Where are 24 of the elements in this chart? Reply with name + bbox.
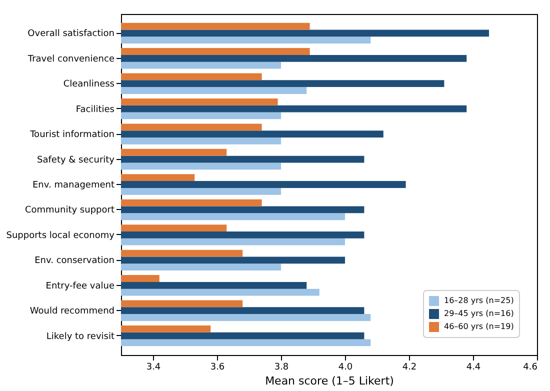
x-tick-label: 4.6	[523, 362, 538, 372]
y-tick-label: Community support	[24, 206, 115, 216]
y-tick-label: Supports local economy	[6, 230, 116, 241]
x-axis-title: Mean score (1–5 Likert)	[265, 374, 394, 388]
y-tick-label: Env. conservation	[34, 256, 114, 266]
x-tick-label: 4.4	[466, 362, 481, 372]
y-tick-label: Cleanliness	[63, 80, 115, 90]
y-tick-label: Entry-fee value	[46, 281, 115, 292]
legend-label: 46–60 yrs (n=19)	[444, 322, 514, 331]
legend-label: 16–28 yrs (n=25)	[444, 296, 514, 305]
y-tick-label: Tourist information	[29, 130, 114, 140]
y-tick-label: Overall satisfaction	[28, 29, 114, 40]
x-tick-label: 3.8	[274, 362, 289, 372]
y-tick-label: Travel convenience	[26, 54, 115, 64]
x-tick-label: 4.0	[338, 362, 353, 372]
y-tick-label: Safety & security	[37, 155, 116, 166]
y-tick-label: Would recommend	[30, 306, 114, 317]
x-tick-label: 4.2	[402, 362, 417, 372]
x-tick-label: 3.6	[210, 362, 225, 372]
legend-label: 29–45 yrs (n=16)	[444, 309, 514, 318]
y-tick-label: Likely to revisit	[46, 332, 115, 342]
y-tick-label: Env. management	[32, 180, 115, 190]
y-tick-label: Facilities	[76, 104, 115, 115]
x-tick-label: 3.4	[146, 362, 161, 372]
